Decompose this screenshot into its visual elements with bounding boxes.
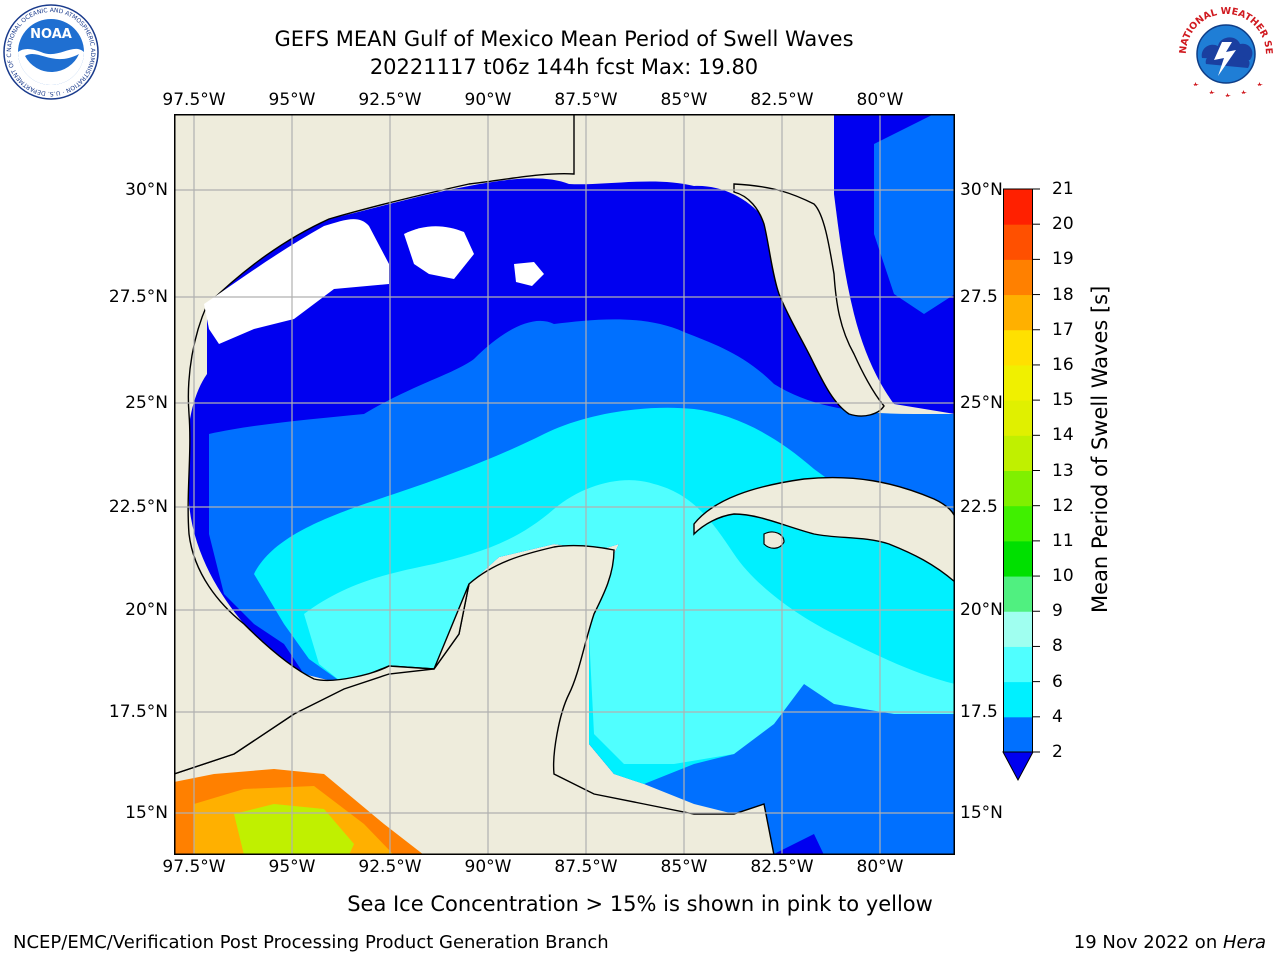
colorbar-tick-label: 20: [1052, 214, 1074, 235]
colorbar-tick-label: 17: [1052, 319, 1074, 340]
map-panel: [174, 114, 955, 855]
colorbar-segment: [1003, 716, 1033, 753]
lat-label-left: 30°N: [125, 180, 168, 200]
land-florida: [733, 183, 885, 417]
colorbar-tick-label: 18: [1052, 284, 1074, 305]
plot-title: GEFS MEAN Gulf of Mexico Mean Period of …: [274, 27, 854, 51]
colorbar-segment: [1003, 646, 1033, 683]
colorbar-segment: [1003, 224, 1033, 260]
footer-host: Hera: [1222, 932, 1266, 953]
colorbar-segment: [1003, 611, 1033, 647]
footer-date-text: 19 Nov 2022 on: [1073, 932, 1223, 953]
colorbar-segment: [1003, 400, 1033, 436]
colorbar-segments: [1003, 189, 1033, 753]
colorbar-tick-label: 11: [1052, 530, 1074, 551]
lat-label-right: 17.5: [960, 702, 998, 722]
footer-date: 19 Nov 2022 on Hera: [1074, 932, 1266, 954]
colorbar-tick-label: 9: [1052, 601, 1063, 622]
lat-label-left: 20°N: [125, 600, 168, 620]
lat-label-right: 20°N: [960, 600, 1003, 620]
colorbar-segment: [1003, 470, 1033, 507]
lon-label-top: 90°W: [464, 90, 512, 110]
land-isla-juventud: [763, 531, 785, 549]
lat-label-right: 27.5: [960, 287, 998, 307]
no-data-patch-alabama: [514, 262, 544, 286]
lon-label-top: 95°W: [268, 90, 316, 110]
colorbar-title-wrap: Mean Period of Swell Waves [s]: [960, 286, 1240, 613]
colorbar-segment: [1003, 259, 1033, 296]
lat-label-right: 30°N: [960, 180, 1003, 200]
colorbar-tick-label: 6: [1052, 671, 1063, 692]
lon-label-bottom: 95°W: [268, 857, 316, 877]
no-data-patch-louisiana: [404, 226, 474, 279]
swell-band-2-4s-atlantic: [874, 114, 955, 314]
lon-label-top: 80°W: [856, 90, 904, 110]
lon-label-bottom: 80°W: [856, 857, 904, 877]
swell-band-6-8s: [304, 480, 955, 764]
lat-label-right: 25°N: [960, 393, 1003, 413]
lon-label-top: 82.5°W: [750, 90, 814, 110]
colorbar-segment: [1003, 576, 1033, 612]
map-frame: [174, 114, 955, 855]
lat-label-right: 22.5: [960, 497, 998, 517]
plot-subtitle: 20221117 t06z 144h fcst Max: 19.80: [369, 55, 759, 79]
nws-logo: NATIONAL WEATHER SERVICE: [1176, 4, 1274, 98]
colorbar-segment: [1003, 681, 1033, 718]
colorbar-segment: [1003, 505, 1033, 542]
colorbar-segment: [1003, 189, 1033, 225]
lon-label-bottom: 82.5°W: [750, 857, 814, 877]
colorbar-tick-label: 4: [1052, 706, 1063, 727]
lon-label-bottom: 85°W: [660, 857, 708, 877]
lon-label-top: 87.5°W: [554, 90, 618, 110]
colorbar-under-extension: [1002, 751, 1034, 782]
noaa-logo: NATIONAL OCEANIC AND ATMOSPHERIC ADMINIS…: [3, 4, 99, 100]
lat-label-right: 15°N: [960, 803, 1003, 823]
colorbar-segment: [1003, 364, 1033, 401]
lat-label-left: 25°N: [125, 393, 168, 413]
lon-label-top: 92.5°W: [358, 90, 422, 110]
colorbar-tick-label: 15: [1052, 390, 1074, 411]
lon-label-bottom: 97.5°W: [162, 857, 226, 877]
colorbar: [1002, 188, 1040, 782]
colorbar-labels: 2 4 6 8 9 10 11 12 13 14 15 16 17 18 19 20 21: [1052, 0, 1092, 960]
colorbar-tick-label: 12: [1052, 495, 1074, 516]
lat-label-left: 17.5°N: [108, 702, 168, 722]
lon-label-bottom: 87.5°W: [554, 857, 618, 877]
colorbar-title: Mean Period of Swell Waves [s]: [1088, 285, 1112, 613]
colorbar-tick-label: 16: [1052, 354, 1074, 375]
colorbar-tick-label: 14: [1052, 425, 1074, 446]
colorbar-segment: [1003, 435, 1033, 471]
colorbar-tick-label: 8: [1052, 636, 1063, 657]
no-data-patch-texas: [204, 219, 389, 344]
lat-label-left: 15°N: [125, 803, 168, 823]
colorbar-ticks: [1032, 188, 1040, 753]
sea-ice-region-core: [234, 804, 354, 855]
footer-credit: NCEP/EMC/Verification Post Processing Pr…: [13, 932, 609, 953]
colorbar-segment: [1003, 294, 1033, 331]
lon-label-bottom: 90°W: [464, 857, 512, 877]
sea-ice-caption: Sea Ice Concentration > 15% is shown in …: [347, 892, 933, 916]
colorbar-tick-label: 13: [1052, 460, 1074, 481]
colorbar-segment: [1003, 329, 1033, 366]
land-mexico-texas: [174, 114, 575, 775]
colorbar-frame: [1003, 188, 1033, 753]
graticule: [174, 114, 955, 855]
lon-label-top: 97.5°W: [162, 90, 226, 110]
colorbar-tick-label: 19: [1052, 249, 1074, 270]
colorbar-segment: [1003, 540, 1033, 577]
noaa-logo-text: NOAA: [30, 27, 72, 42]
lat-label-left: 27.5°N: [108, 287, 168, 307]
land-cuba: [693, 476, 955, 583]
lon-label-bottom: 92.5°W: [358, 857, 422, 877]
lat-label-left: 22.5°N: [108, 497, 168, 517]
lon-label-top: 85°W: [660, 90, 708, 110]
colorbar-tick-label: 2: [1052, 742, 1063, 762]
colorbar-tick-label: 21: [1052, 179, 1074, 199]
colorbar-tick-label: 10: [1052, 566, 1074, 587]
